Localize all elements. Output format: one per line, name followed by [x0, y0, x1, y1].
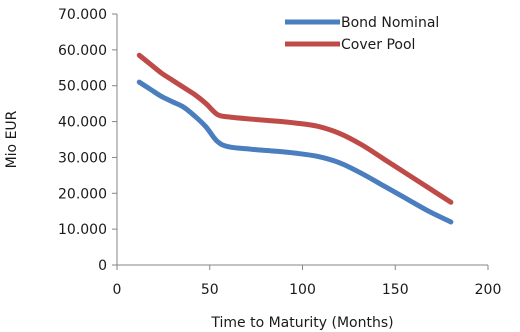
x-axis-ticks: 0 50 100 150 200 — [113, 265, 502, 298]
x-tick-label: 100 — [289, 282, 316, 298]
legend: Bond Nominal Cover Pool — [285, 15, 439, 53]
series-line-bond-nominal — [136, 79, 454, 225]
y-tick-label: 60.000 — [58, 43, 107, 59]
y-tick-label: 20.000 — [58, 186, 107, 202]
series-lines — [136, 52, 454, 225]
y-axis-ticks: 0 10.000 20.000 30.000 40.000 50.000 60.000 70.… — [58, 7, 117, 274]
y-tick-label: 30.000 — [58, 150, 107, 166]
series-line-cover-pool — [136, 52, 454, 205]
y-axis-label: Mio EUR — [4, 110, 20, 168]
x-tick-label: 50 — [201, 282, 219, 298]
x-axis-label: Time to Maturity (Months) — [210, 315, 393, 331]
legend-label-bond-nominal: Bond Nominal — [341, 15, 439, 31]
y-tick-label: 50.000 — [58, 79, 107, 95]
y-tick-label: 70.000 — [58, 7, 107, 23]
y-tick-label: 10.000 — [58, 222, 107, 238]
x-tick-label: 200 — [475, 282, 502, 298]
chart-axes — [116, 14, 488, 266]
y-tick-label: 40.000 — [58, 115, 107, 131]
legend-label-cover-pool: Cover Pool — [341, 37, 415, 53]
x-tick-label: 150 — [382, 282, 409, 298]
x-tick-label: 0 — [113, 282, 122, 298]
y-tick-label: 0 — [98, 258, 107, 274]
